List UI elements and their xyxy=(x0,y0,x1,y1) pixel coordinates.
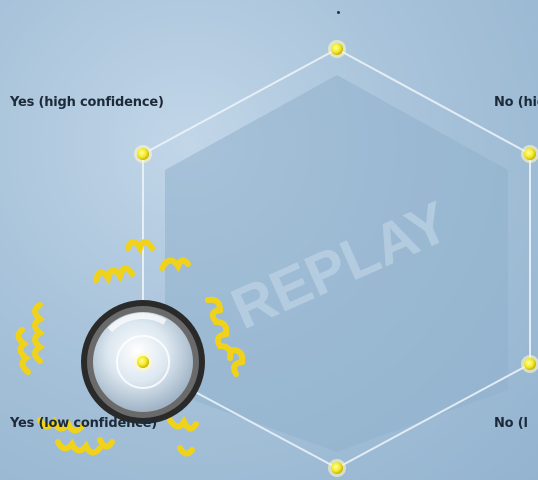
answer-label-no-high[interactable]: No (high xyxy=(494,95,538,110)
spring-coil-icon xyxy=(15,239,246,457)
answer-label-yes-low[interactable]: Yes (low confidence) xyxy=(10,416,158,431)
answer-label-yes-high[interactable]: Yes (high confidence) xyxy=(10,95,164,110)
node-top-right[interactable] xyxy=(521,145,538,163)
node-top[interactable] xyxy=(328,40,346,58)
answer-label-no-low[interactable]: No (l xyxy=(494,416,528,431)
spinning-disc-icon[interactable] xyxy=(81,300,205,424)
indicator-dot xyxy=(337,11,340,14)
node-top-left[interactable] xyxy=(134,145,152,163)
node-bottom-right[interactable] xyxy=(521,355,538,373)
node-bottom[interactable] xyxy=(328,459,346,477)
hexagon-inner-fill xyxy=(165,75,508,452)
